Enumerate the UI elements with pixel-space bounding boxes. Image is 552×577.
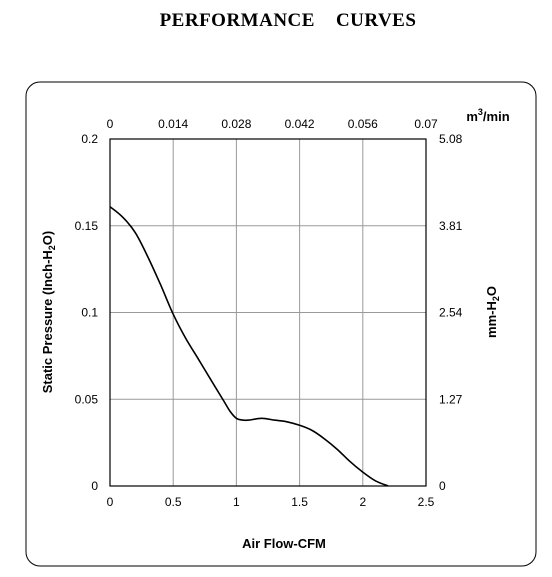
y-tick-label: 0.15: [75, 219, 99, 233]
y2-tick-label: 1.27: [439, 392, 463, 406]
chart-title: PERFORMANCE CURVES: [160, 10, 417, 31]
x-axis-label: Air Flow-CFM: [242, 536, 326, 551]
y-tick-label: 0.2: [81, 132, 98, 146]
y2-axis-label: mm-H2O: [484, 286, 501, 338]
plot-area: [109, 138, 427, 487]
y2-tick-label: 0: [439, 479, 446, 493]
x2-tick-label: 0.042: [285, 117, 315, 131]
x-tick-label: 0: [107, 495, 114, 509]
x-tick-label: 2: [359, 495, 366, 509]
y2-tick-label: 2.54: [439, 306, 463, 320]
x-tick-label: 2.5: [418, 495, 435, 509]
x-tick-label: 1: [233, 495, 240, 509]
y-tick-label: 0.05: [75, 392, 99, 406]
grid-lines: [110, 139, 426, 486]
x-tick-label: 1.5: [291, 495, 308, 509]
performance-curve-line: [109, 206, 389, 487]
y-tick-label: 0: [91, 479, 98, 493]
x-tick-label: 0.5: [165, 495, 182, 509]
x2-tick-label: 0.014: [158, 117, 188, 131]
y2-tick-label: 3.81: [439, 219, 463, 233]
chart-frame: [25, 81, 537, 567]
x2-tick-label: 0.07: [414, 117, 438, 131]
x2-axis-label: m3/min: [466, 107, 509, 124]
x2-tick-label: 0.028: [221, 117, 251, 131]
y-axis-label: Static Pressure (Inch-H2O): [40, 231, 57, 394]
y2-tick-label: 5.08: [439, 132, 463, 146]
x2-tick-label: 0: [107, 117, 114, 131]
x2-tick-label: 0.056: [348, 117, 378, 131]
y-tick-label: 0.1: [81, 306, 98, 320]
